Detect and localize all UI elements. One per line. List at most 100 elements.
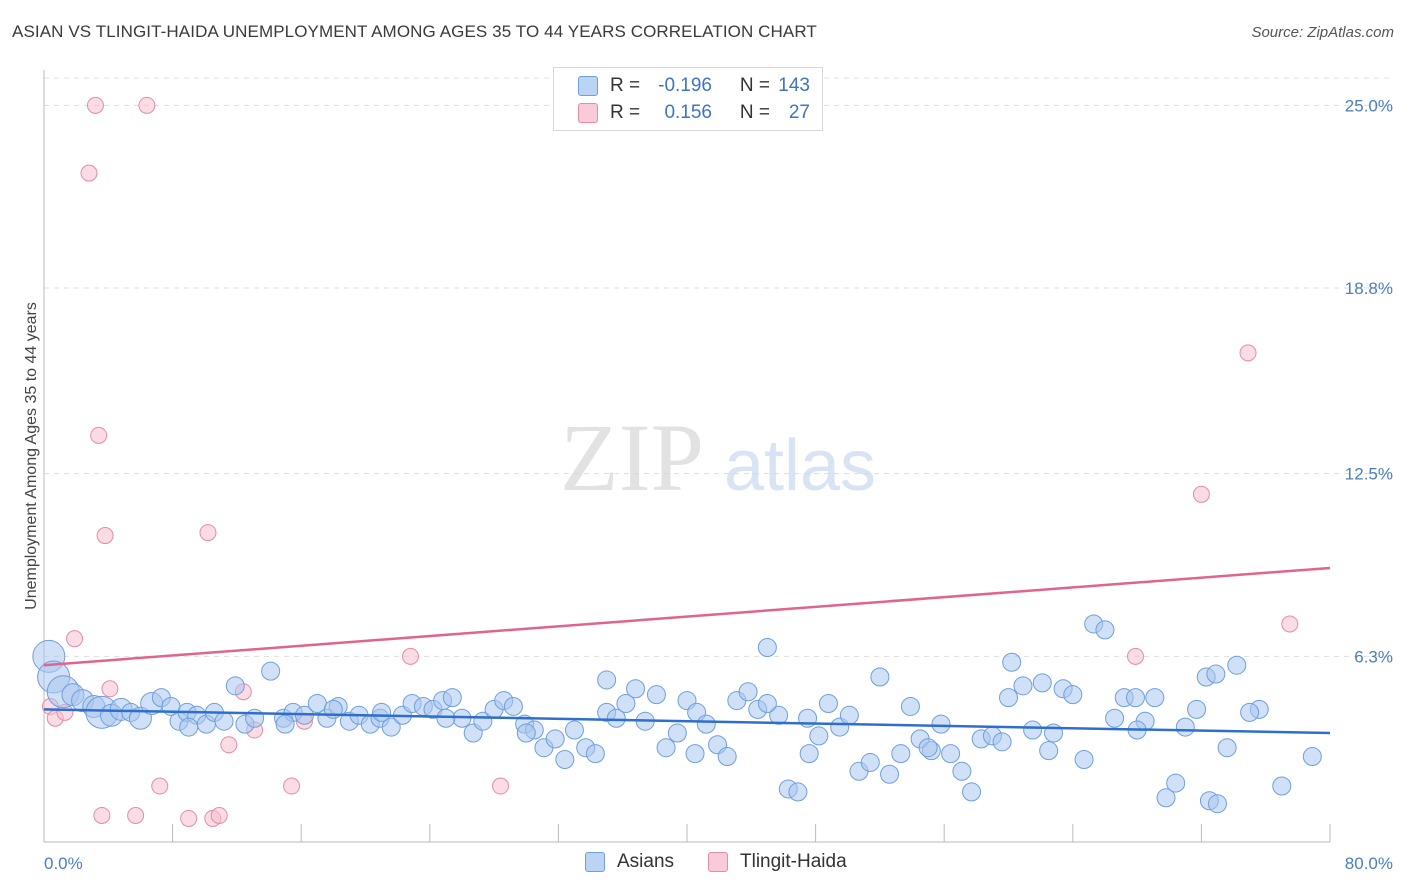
asian-point [1125,688,1145,708]
legend-n-label: N = [739,75,770,96]
legend-n-value: 143 [778,75,810,96]
asian-point [214,711,234,731]
asian-point [656,738,676,758]
tlingit-point [93,806,111,824]
asian-point [555,749,575,769]
asian-point [880,764,900,784]
legend-r-value: -0.196 [658,75,712,96]
legend-r-label: R = [610,75,641,96]
tlingit-point [283,777,301,795]
asian-point [1105,708,1125,728]
asian-point [1166,773,1186,793]
legend-n-label: N = [739,102,770,123]
y-tick-label: 6.3% [1354,647,1393,666]
asian-point [941,744,961,764]
tlingit-point [402,647,420,665]
asian-point [616,694,636,714]
tlingit-point [1192,485,1210,503]
tlingit-point [492,777,510,795]
y-axis-label: Unemployment Among Ages 35 to 44 years [23,302,40,610]
asian-point [1023,720,1043,740]
tlingit-point [96,527,114,545]
asian-point [1240,702,1260,722]
asian-point [1227,655,1247,675]
asian-point [372,702,392,722]
asian-point [931,714,951,734]
asian-point [626,679,646,699]
asian-point [606,708,626,728]
asian-point [962,782,982,802]
asian-point [1039,741,1059,761]
x-tick-label: 80.0% [1345,854,1393,873]
asian-point [261,661,281,681]
asian-point [696,714,716,734]
asian-point [1175,717,1195,737]
asian-point [757,638,777,658]
gridlines [44,77,1390,657]
asian-point [585,744,605,764]
series-legend: Asians Tlingit-Haida [0,851,1406,877]
asian-point [225,676,245,696]
axes [43,70,1331,843]
asian-point [545,729,565,749]
legend-item-tlingit: Tlingit-Haida [708,851,847,873]
asian-point [685,744,705,764]
legend-row-tlingit: R = 0.156 N = 27 [578,101,810,125]
legend-row-asians: R = -0.196 N = 143 [578,74,810,98]
y-tick-label: 25.0% [1345,96,1393,115]
axis-labels: 6.3% 12.5% 18.8% 25.0% 0.0% 80.0% Unemployment… [23,96,1393,873]
legend-r-value: 0.156 [664,102,712,123]
legend-label-asians: Asians [617,851,675,872]
asian-point [900,696,920,716]
tlingit-point [210,806,228,824]
tlingit-point [1126,647,1144,665]
x-tick-label: 0.0% [44,854,83,873]
asian-point [999,688,1018,708]
chart-title: ASIAN VS TLINGIT-HAIDA UNEMPLOYMENT AMON… [12,22,817,41]
correlation-legend: R = -0.196 N = 143 R = 0.156 N = 27 [553,67,823,131]
asian-point [275,714,295,734]
asian-point [818,694,838,714]
asian-point [891,744,911,764]
asian-point [667,723,687,743]
asian-point [1187,699,1207,719]
asian-point [1013,676,1033,696]
tlingit-point [1281,615,1299,633]
asian-point [809,726,829,746]
asian-point [436,708,456,728]
asian-point [1207,794,1227,814]
source-credit: Source: ZipAtlas.com [1251,24,1394,41]
asian-point [1272,776,1292,796]
asian-point [717,747,737,767]
asian-point [1002,652,1022,672]
asian-point [1217,738,1237,758]
watermark-atlas: atlas [724,426,876,506]
asian-point [1302,747,1322,767]
tlingit-point [151,777,169,795]
asian-swatch [578,76,598,96]
asian-point [992,732,1012,752]
tlingit-point [80,164,98,182]
asian-point [564,720,584,740]
asian-point [738,682,758,702]
asian-point [952,761,972,781]
asian-point [442,688,462,708]
y-tick-label: 18.8% [1345,279,1393,298]
asian-point [918,738,938,758]
asian-trend-line [43,708,1331,735]
asian-point [1145,688,1165,708]
watermark-zip: ZIP [560,404,704,511]
asian-point [860,752,880,772]
asian-point [757,694,777,714]
asian-point [516,723,536,743]
asian-point [179,717,199,737]
asian-point [870,667,890,687]
tlingit-point [101,680,119,698]
asian-point [1074,749,1094,769]
asian-point [1156,788,1176,808]
tlingit-point [138,96,156,114]
asian-point [799,744,819,764]
tlingit-point [86,96,104,114]
asian-point [1095,620,1115,640]
asian-point [597,670,617,690]
